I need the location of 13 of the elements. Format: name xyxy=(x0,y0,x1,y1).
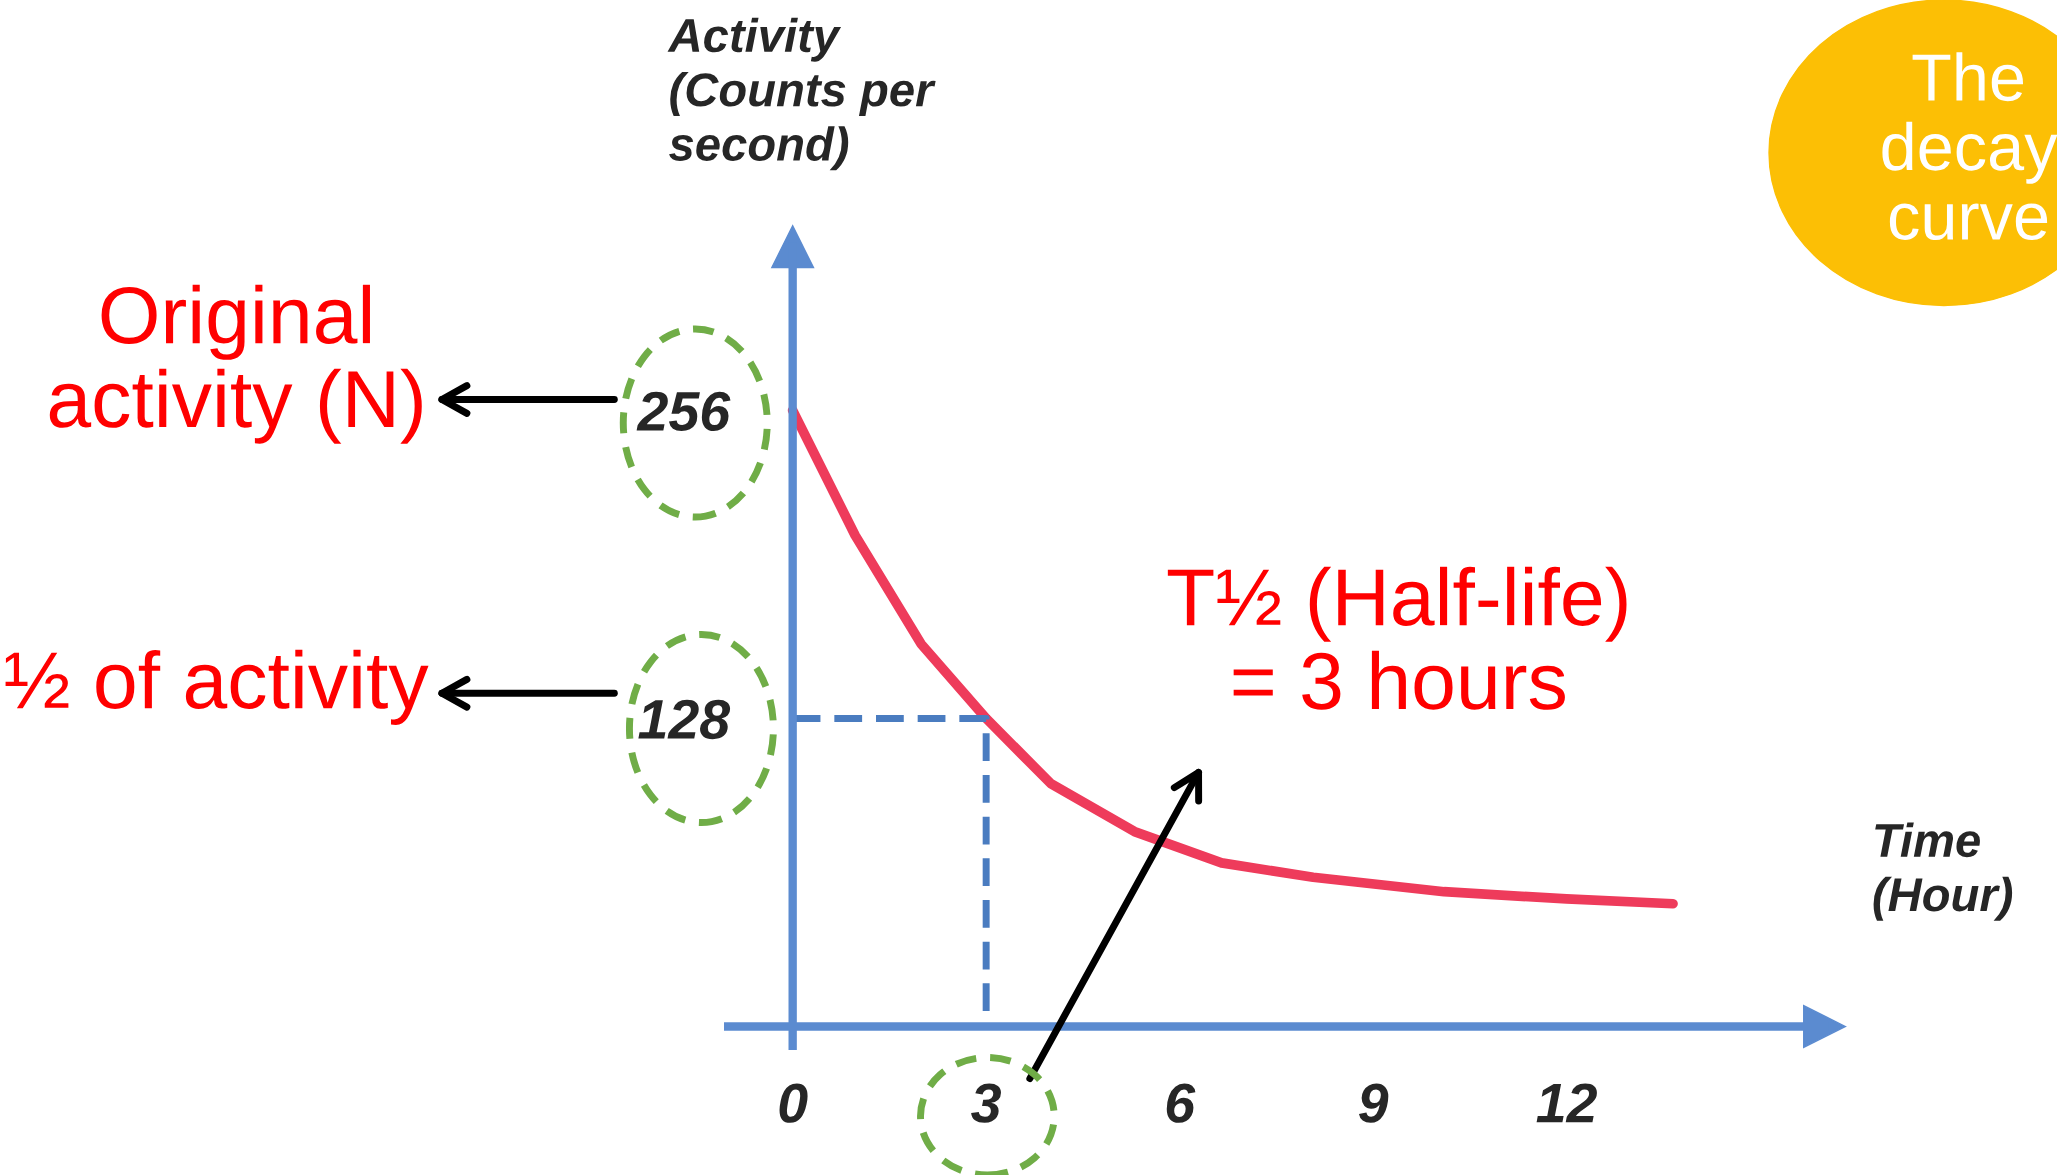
annotation: T½ (Half-life) = 3 hours xyxy=(1167,566,1627,710)
text: The decay curve xyxy=(1882,52,2057,241)
text: ½ of activity xyxy=(5,649,429,725)
x-tick-label: 0 xyxy=(779,1083,808,1123)
x-tick-label: 6 xyxy=(1166,1083,1196,1123)
y-axis-title: Activity (Counts per second) xyxy=(667,17,936,171)
text: Original activity (N) xyxy=(49,284,422,444)
x-axis-title: Time (Hour) xyxy=(1873,822,2013,921)
x-tick-label: 12 xyxy=(1536,1083,1597,1123)
x-tick-label: 9 xyxy=(1358,1083,1389,1123)
y-tick-label: 128 xyxy=(638,699,731,740)
x-tick-label: 3 xyxy=(971,1083,1001,1123)
y-tick-label: 256 xyxy=(636,391,731,432)
